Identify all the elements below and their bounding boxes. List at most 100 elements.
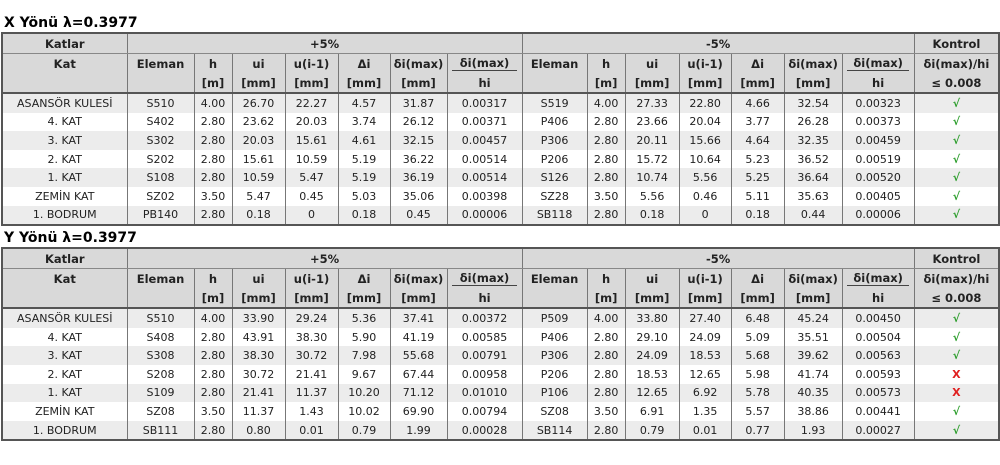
cell-plus-ui1: 20.03 <box>284 112 339 132</box>
header-ratio_bottom: hi <box>841 73 915 94</box>
cell-minus-eleman: S126 <box>521 168 588 187</box>
cell-minus-eleman: P406 <box>521 112 588 132</box>
cell-plus-ui1: 30.72 <box>284 346 339 365</box>
cell-minus-di: 5.09 <box>730 327 785 347</box>
cell-plus-eleman: SZ02 <box>126 186 195 206</box>
header-u_mm: [mm] <box>231 288 286 310</box>
header-kat: Kat <box>1 268 128 289</box>
header-ratio_bottom: hi <box>446 73 523 94</box>
cell-plus-di: 5.19 <box>337 149 391 169</box>
cell-minus-ratio: 0.00593 <box>841 364 915 384</box>
check-icon: √ <box>952 311 961 325</box>
cell-plus-h: 4.00 <box>193 308 233 328</box>
header-dmax: δi(max) <box>389 268 448 289</box>
check-icon: √ <box>952 171 961 185</box>
cell-plus-h: 3.50 <box>193 186 233 206</box>
header-di: Δi <box>337 268 391 289</box>
cell-plus-ui1: 1.43 <box>284 402 339 421</box>
cell-minus-di: 5.78 <box>730 383 785 403</box>
cell-plus-di: 10.20 <box>337 383 391 403</box>
cell-minus-dmax: 38.86 <box>783 402 843 421</box>
check-icon: √ <box>952 404 961 418</box>
cell-minus-h: 3.50 <box>586 402 626 421</box>
cell-minus-di: 5.98 <box>730 364 785 384</box>
cell-minus-dmax: 45.24 <box>783 308 843 328</box>
cell-minus-h: 2.80 <box>586 168 626 187</box>
cell-plus-ratio: 0.00514 <box>446 149 523 169</box>
cell-plus-ui1: 21.41 <box>284 364 339 384</box>
check-icon: √ <box>952 189 961 203</box>
cell-plus-ui: 11.37 <box>231 402 286 421</box>
table-row: ZEMİN KAT SZ08 3.50 11.37 1.43 10.02 69.90 0.00… <box>1 402 1000 421</box>
header-eleman: Eleman <box>521 53 588 73</box>
cell-kontrol: √ <box>913 308 1000 328</box>
cell-minus-ui1: 12.65 <box>678 364 732 384</box>
cell-plus-ui1: 10.59 <box>284 149 339 169</box>
cell-plus-h: 2.80 <box>193 364 233 384</box>
cell-minus-ui1: 27.40 <box>678 308 732 328</box>
header-u_m: [m] <box>586 288 626 310</box>
cell-minus-ui1: 18.53 <box>678 346 732 365</box>
cell-minus-h: 2.80 <box>586 364 626 384</box>
header-u_mm: [mm] <box>337 73 391 94</box>
cell-plus-ui: 15.61 <box>231 149 286 169</box>
header-u_m: [m] <box>193 288 233 310</box>
cell-plus-ui: 0.18 <box>231 205 286 226</box>
header-kontrol_top: ẟi(max)/hi <box>913 53 1000 73</box>
cell-plus-dmax: 31.87 <box>389 93 448 113</box>
cell-minus-eleman: P206 <box>521 364 588 384</box>
header-u_mm: [mm] <box>783 73 843 94</box>
cell-minus-ui: 23.66 <box>624 112 680 132</box>
cell-minus-ui: 0.18 <box>624 205 680 226</box>
cell-plus-di: 5.19 <box>337 168 391 187</box>
cell-minus-ui1: 1.35 <box>678 402 732 421</box>
cell-minus-dmax: 36.52 <box>783 149 843 169</box>
cell-plus-dmax: 1.99 <box>389 420 448 441</box>
cell-plus-h: 2.80 <box>193 346 233 365</box>
cell-kontrol: √ <box>913 420 1000 441</box>
header-di: Δi <box>730 53 785 73</box>
check-icon: √ <box>952 96 961 110</box>
header-katlar: Katlar <box>1 248 128 270</box>
cell-plus-di: 5.03 <box>337 186 391 206</box>
cell-plus-eleman: S208 <box>126 364 195 384</box>
cell-minus-ratio: 0.00573 <box>841 383 915 403</box>
cell-minus-ratio: 0.00519 <box>841 149 915 169</box>
cell-plus-ui: 5.47 <box>231 186 286 206</box>
cell-kat: ASANSÖR KULESİ <box>1 308 128 328</box>
cell-minus-ratio: 0.00459 <box>841 131 915 150</box>
header-empty <box>126 288 195 310</box>
cell-minus-h: 2.80 <box>586 346 626 365</box>
cell-plus-di: 4.61 <box>337 131 391 150</box>
cell-minus-ratio: 0.00520 <box>841 168 915 187</box>
cell-minus-ui: 20.11 <box>624 131 680 150</box>
table-row: 1. BODRUM SB111 2.80 0.80 0.01 0.79 1.99 0.0002… <box>1 420 1000 441</box>
cell-minus-ui: 29.10 <box>624 327 680 347</box>
cell-plus-ui1: 22.27 <box>284 93 339 113</box>
cell-minus-ui: 5.56 <box>624 186 680 206</box>
cell-plus-ui: 0.80 <box>231 420 286 441</box>
header-u_mm: [mm] <box>284 73 339 94</box>
cell-minus-ratio: 0.00323 <box>841 93 915 113</box>
cell-kat: 2. KAT <box>1 364 128 384</box>
header-dmax: δi(max) <box>389 53 448 73</box>
cell-minus-eleman: S519 <box>521 93 588 113</box>
cell-plus-h: 4.00 <box>193 93 233 113</box>
header-eleman: Eleman <box>126 268 195 289</box>
cell-plus-eleman: S302 <box>126 131 195 150</box>
header-ratio_bottom: hi <box>841 288 915 310</box>
cell-kontrol: √ <box>913 168 1000 187</box>
cell-plus-dmax: 32.15 <box>389 131 448 150</box>
cell-minus-dmax: 36.64 <box>783 168 843 187</box>
cell-kat: ZEMİN KAT <box>1 402 128 421</box>
cell-plus-di: 9.67 <box>337 364 391 384</box>
cell-plus-di: 0.79 <box>337 420 391 441</box>
header-di: Δi <box>337 53 391 73</box>
header-kontrol: Kontrol <box>913 33 1000 54</box>
table-row: 3. KAT S308 2.80 38.30 30.72 7.98 55.68 0.00791… <box>1 346 1000 365</box>
cell-minus-h: 4.00 <box>586 308 626 328</box>
header-ratio_top: ẟi(max) <box>446 268 523 289</box>
cell-plus-di: 10.02 <box>337 402 391 421</box>
table-row: ASANSÖR KULESİ S510 4.00 26.70 22.27 4.57 31.8… <box>1 93 1000 113</box>
cell-minus-eleman: P306 <box>521 131 588 150</box>
